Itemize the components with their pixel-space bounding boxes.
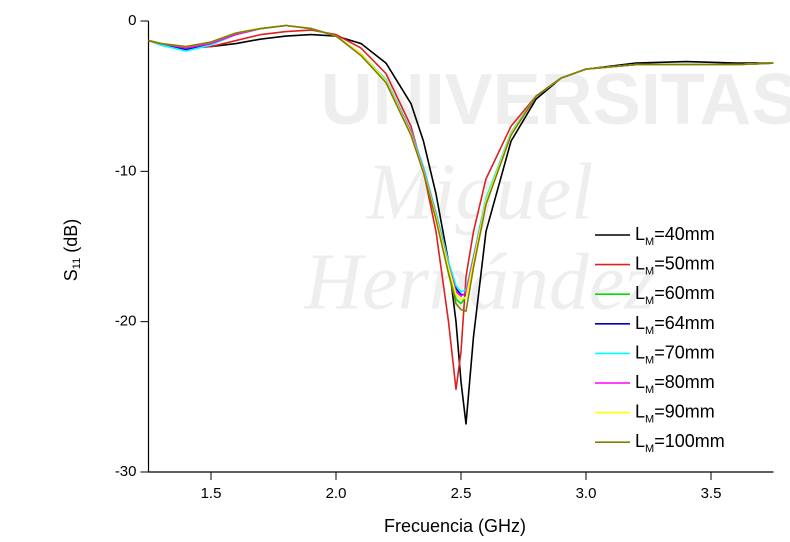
watermark: Miguel	[366, 148, 594, 236]
legend-label: LM=90mm	[635, 401, 715, 425]
y-tick-label: -20	[115, 313, 137, 330]
legend-label: LM=64mm	[635, 313, 715, 337]
x-axis-label: Frecuencia (GHz)	[384, 516, 526, 536]
y-tick-label: 0	[128, 12, 136, 29]
x-tick-label: 1.5	[201, 485, 222, 502]
x-tick-label: 2.0	[326, 485, 347, 502]
legend-label: LM=50mm	[635, 253, 715, 277]
legend-label: LM=70mm	[635, 342, 715, 366]
x-tick-label: 3.5	[701, 485, 722, 502]
legend-label: LM=100mm	[635, 431, 725, 455]
y-tick-label: -30	[115, 463, 137, 480]
x-tick-label: 3.0	[576, 485, 597, 502]
legend-label: LM=40mm	[635, 224, 715, 248]
y-axis-label: S11 (dB)	[61, 219, 83, 281]
series-line	[148, 24, 774, 312]
y-tick-label: -10	[115, 162, 137, 179]
x-tick-label: 2.5	[451, 485, 472, 502]
legend-label: LM=80mm	[635, 372, 715, 396]
legend-label: LM=60mm	[635, 283, 715, 307]
